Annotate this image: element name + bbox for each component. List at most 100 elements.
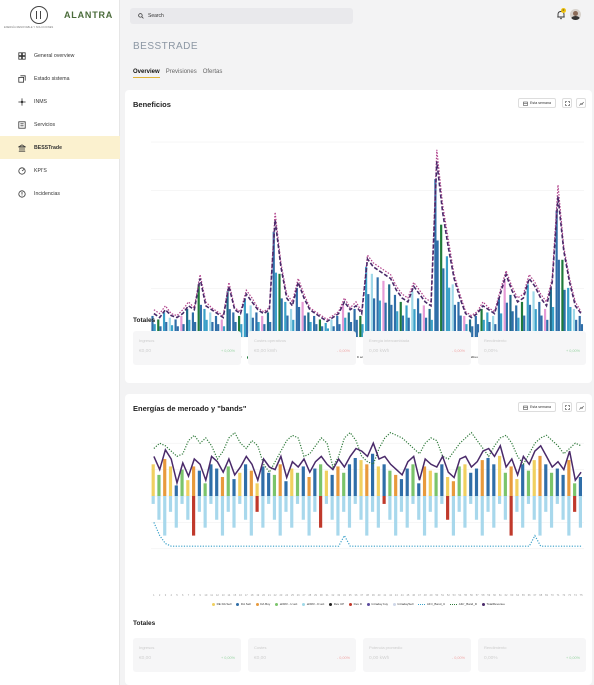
series-afrr-band-u bbox=[153, 522, 582, 547]
bar-primary bbox=[330, 319, 333, 337]
chart-options-button[interactable] bbox=[576, 402, 586, 412]
legend-swatch bbox=[329, 602, 333, 606]
bar-up bbox=[278, 464, 282, 496]
bar-up bbox=[544, 464, 548, 496]
legend-item[interactable]: AFrr_Band_D bbox=[450, 602, 477, 606]
bar-primary bbox=[341, 305, 345, 337]
sidebar-item-inms[interactable]: INMS bbox=[0, 90, 120, 113]
legend-item[interactable]: aFRR - D act bbox=[302, 602, 324, 606]
bar-secondary bbox=[165, 321, 168, 337]
legend-item[interactable]: Intraday buy bbox=[367, 602, 388, 606]
bar-up bbox=[336, 466, 340, 496]
logo[interactable]: ALANTRA ENERGÍA RENOVABLE Y SOLUCIONES bbox=[4, 4, 116, 32]
totals-label: Totales bbox=[133, 317, 156, 324]
sidebar-item-label: KPI'S bbox=[34, 167, 47, 174]
bar-primary bbox=[203, 308, 206, 337]
legend-item[interactable]: DA Buy bbox=[255, 602, 270, 606]
bar-secondary bbox=[442, 268, 445, 337]
avatar[interactable] bbox=[570, 9, 581, 20]
bar-down bbox=[220, 496, 225, 536]
bar-primary bbox=[197, 284, 200, 337]
bar-secondary bbox=[338, 324, 341, 337]
bar-primary bbox=[555, 210, 558, 337]
bar-down bbox=[186, 496, 190, 520]
bar-down bbox=[405, 496, 409, 528]
bar-primary bbox=[295, 287, 298, 337]
bar-primary bbox=[272, 231, 275, 337]
bar-down bbox=[509, 496, 513, 536]
bar-up bbox=[399, 479, 404, 496]
bar-secondary bbox=[372, 298, 376, 337]
x-tick-label: 63 bbox=[510, 593, 513, 597]
x-tick-label: 19 bbox=[256, 593, 259, 597]
sidebar-item-kpi-s[interactable]: KPI'S bbox=[0, 159, 120, 182]
x-tick-label: 18 bbox=[251, 593, 254, 597]
x-tick-label: 4 bbox=[170, 593, 172, 597]
bar-up bbox=[197, 470, 201, 496]
bar-down bbox=[486, 496, 490, 512]
bar-secondary bbox=[448, 287, 451, 337]
energias-chart: 1 2 3 4 5 6 7 8 9 10 11 12 13 14 15 16 17 18 19 20 21 22 23 24 2… bbox=[151, 431, 584, 597]
x-tick-label: 13 bbox=[222, 593, 225, 597]
x-tick-label: 3 bbox=[165, 593, 167, 597]
tab-overview[interactable]: Overview bbox=[133, 69, 160, 78]
bar-secondary bbox=[269, 321, 272, 337]
week-selector-button[interactable]: Esta semana bbox=[518, 98, 556, 108]
gauge-icon bbox=[18, 166, 26, 175]
bar-down bbox=[394, 496, 398, 536]
sidebar-item-besstrade[interactable]: BESSTrade bbox=[0, 136, 120, 159]
expand-button[interactable] bbox=[562, 402, 572, 412]
bar-up bbox=[174, 485, 178, 496]
sidebar-item-servicios[interactable]: Servicios bbox=[0, 113, 120, 136]
bar-up bbox=[440, 464, 444, 496]
bar-primary bbox=[492, 315, 495, 337]
x-tick-label: 74 bbox=[574, 593, 577, 597]
sidebar-item-estado-sistema[interactable]: Estado sistema bbox=[0, 67, 120, 90]
bar-down bbox=[538, 496, 542, 536]
bar-up bbox=[521, 464, 525, 496]
sidebar-item-general-overview[interactable]: General overview bbox=[0, 44, 120, 67]
bar-up bbox=[215, 468, 219, 496]
bar-down bbox=[532, 496, 536, 520]
legend-item[interactable]: DA Sell bbox=[236, 602, 251, 606]
tab-ofertas[interactable]: Ofertas bbox=[202, 69, 223, 75]
bar-down bbox=[422, 496, 427, 536]
legend-item[interactable]: AFrr_Band_U bbox=[418, 602, 445, 606]
legend-item[interactable]: Dev UP bbox=[329, 602, 344, 606]
logo-subtitle: ENERGÍA RENOVABLE Y SOLUCIONES bbox=[4, 26, 54, 29]
bar-primary bbox=[549, 287, 552, 337]
tab-previsiones[interactable]: Previsiones bbox=[165, 69, 197, 75]
x-tick-label: 52 bbox=[447, 593, 450, 597]
bar-secondary bbox=[471, 326, 474, 337]
bar-down bbox=[469, 496, 473, 504]
bar-up bbox=[301, 466, 305, 496]
main-content: BESSTRADE Overview Previsiones Ofertas Ben… bbox=[125, 33, 592, 685]
legend-item[interactable]: TotalRevenue bbox=[482, 602, 505, 606]
bar-secondary bbox=[488, 321, 491, 337]
x-tick-label: 17 bbox=[245, 593, 248, 597]
total-delta: + 0,00% bbox=[220, 349, 235, 353]
bar-down bbox=[342, 496, 346, 512]
bar-down bbox=[376, 496, 380, 528]
bar-down bbox=[463, 496, 467, 528]
x-tick-label: 30 bbox=[320, 593, 323, 597]
bar-down bbox=[359, 496, 363, 520]
bar-down bbox=[417, 496, 421, 520]
x-tick-label: 23 bbox=[279, 593, 282, 597]
legend-item[interactable]: Dev D bbox=[349, 602, 362, 606]
expand-button[interactable] bbox=[562, 98, 572, 108]
sidebar-item-incidencias[interactable]: Incidencias bbox=[0, 182, 120, 205]
search-input[interactable]: Search bbox=[130, 8, 353, 24]
chart-options-button[interactable] bbox=[576, 98, 586, 108]
bar-up bbox=[330, 474, 334, 496]
week-selector-button[interactable]: Esta semana bbox=[518, 402, 556, 412]
x-tick-label: 35 bbox=[349, 593, 352, 597]
bar-up bbox=[394, 474, 398, 496]
legend-item[interactable]: aFRR - U act bbox=[275, 602, 297, 606]
total-card: Ingresos €0,00 + 0,00% bbox=[133, 331, 241, 365]
legend-item[interactable]: RE DA Sell bbox=[212, 602, 231, 606]
x-tick-label: 5 bbox=[176, 593, 178, 597]
bar-primary bbox=[209, 312, 212, 337]
legend-item[interactable]: IntradaySell bbox=[393, 602, 413, 606]
x-tick-label: 7 bbox=[188, 593, 190, 597]
